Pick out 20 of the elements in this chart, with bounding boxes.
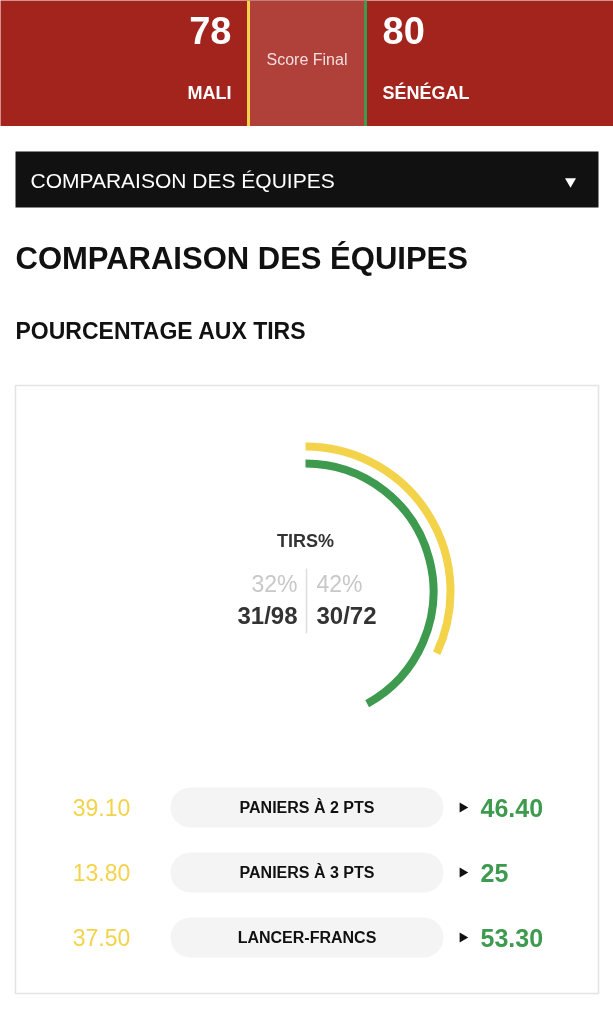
text: POURCENTAGE AUX TIRS [15,317,306,344]
data-label: 80 [382,10,425,52]
category-label: PANIERS À 3 PTS [239,863,375,881]
category-label: SÉNÉGAL [382,81,470,103]
data-label: 53.30 [480,923,544,952]
text: COMPARAISON DES ÉQUIPES [15,241,468,276]
data-label: 25 [480,858,509,887]
category-label: PANIERS À 2 PTS [239,798,375,816]
data-label: 78 [189,10,232,52]
text: 30/72 [316,602,377,629]
data-label: 39.10 [72,795,131,821]
category-label: TIRS% [277,530,335,551]
text: Score Final [266,51,348,68]
data-label: 46.40 [480,793,544,822]
data-label: 13.80 [72,860,131,886]
data-label: 37.50 [72,925,131,951]
category-label: LANCER-FRANCS [237,929,377,946]
text: 31/98 [237,602,298,629]
category-label: MALI [187,82,232,103]
text: COMPARAISON DES ÉQUIPES [30,169,335,192]
